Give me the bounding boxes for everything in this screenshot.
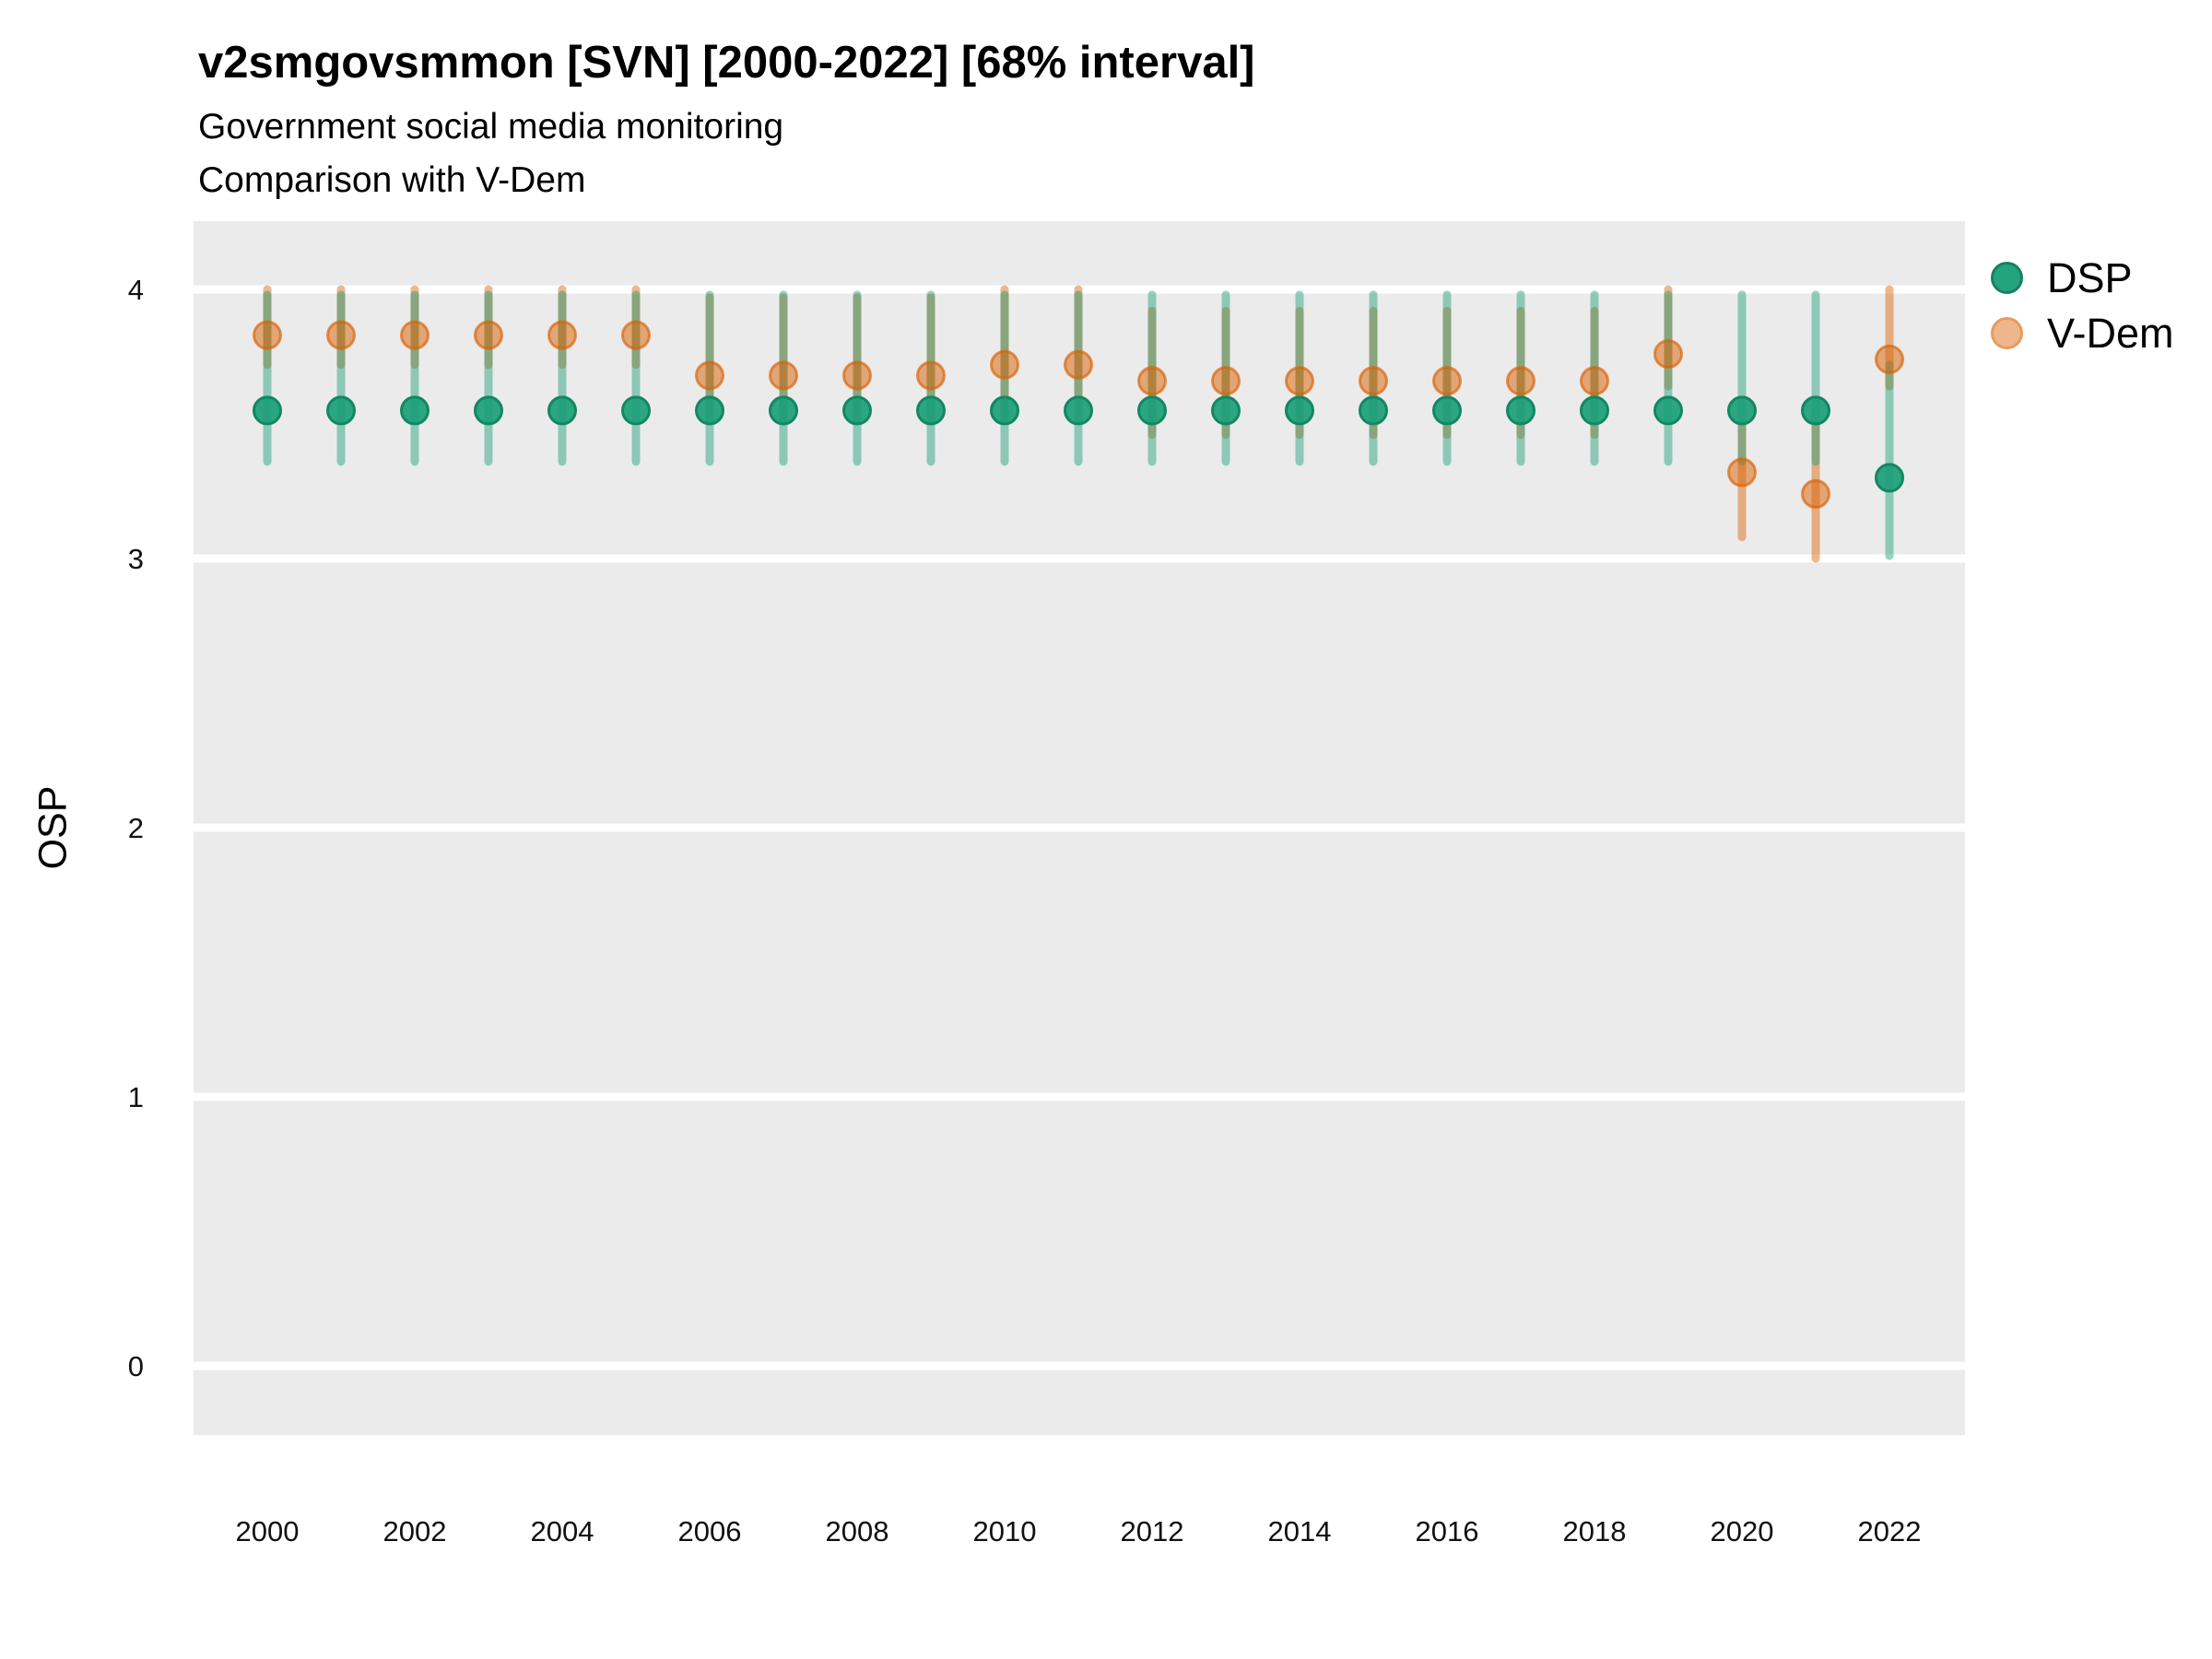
point-vdem-2005 xyxy=(621,320,651,350)
x-tick-label-2000: 2000 xyxy=(236,1515,300,1547)
point-vdem-2001 xyxy=(326,320,356,350)
point-vdem-2020 xyxy=(1727,457,1757,488)
vdem-legend-dot-icon xyxy=(1991,316,2023,349)
point-vdem-2018 xyxy=(1580,366,1609,396)
point-dsp-2020 xyxy=(1727,395,1757,426)
point-dsp-2012 xyxy=(1137,395,1167,426)
point-vdem-2003 xyxy=(474,320,503,350)
point-vdem-2022 xyxy=(1875,344,1904,374)
y-tick-label-3: 3 xyxy=(128,543,144,575)
point-dsp-2006 xyxy=(695,395,724,426)
point-dsp-2004 xyxy=(547,395,577,426)
point-vdem-2000 xyxy=(253,320,282,350)
y-tick-label-2: 2 xyxy=(128,812,144,844)
point-vdem-2017 xyxy=(1506,366,1535,396)
point-dsp-2002 xyxy=(400,395,429,426)
point-dsp-2017 xyxy=(1506,395,1535,426)
chart-subtitle-comparison: Comparison with V-Dem xyxy=(198,160,586,200)
point-vdem-2004 xyxy=(547,320,577,350)
point-dsp-2014 xyxy=(1285,395,1314,426)
x-tick-label-2014: 2014 xyxy=(1268,1515,1332,1547)
point-vdem-2013 xyxy=(1211,366,1241,396)
point-dsp-2008 xyxy=(842,395,872,426)
point-dsp-2011 xyxy=(1064,395,1093,426)
x-tick-label-2006: 2006 xyxy=(678,1515,742,1547)
y-tick-label-4: 4 xyxy=(128,274,144,306)
x-tick-label-2002: 2002 xyxy=(383,1515,447,1547)
legend-label-vdem: V-Dem xyxy=(2047,309,2174,357)
point-dsp-2005 xyxy=(621,395,651,426)
point-dsp-2021 xyxy=(1801,395,1830,426)
legend-item-dsp: DSP xyxy=(1991,254,2133,300)
x-tick-label-2008: 2008 xyxy=(826,1515,889,1547)
point-dsp-2001 xyxy=(326,395,356,426)
point-dsp-2013 xyxy=(1211,395,1241,426)
point-vdem-2002 xyxy=(400,320,429,350)
point-vdem-2019 xyxy=(1653,339,1683,370)
x-tick-label-2018: 2018 xyxy=(1563,1515,1627,1547)
point-dsp-2007 xyxy=(769,395,798,426)
point-vdem-2006 xyxy=(695,360,724,391)
point-vdem-2014 xyxy=(1285,366,1314,396)
x-tick-label-2004: 2004 xyxy=(531,1515,594,1547)
chart-subtitle: Government social media monitoring xyxy=(198,107,784,147)
point-dsp-2018 xyxy=(1580,395,1609,426)
point-dsp-2010 xyxy=(990,395,1019,426)
point-dsp-2019 xyxy=(1653,395,1683,426)
point-vdem-2008 xyxy=(842,360,872,391)
point-vdem-2021 xyxy=(1801,478,1830,509)
point-dsp-2009 xyxy=(916,395,946,426)
x-tick-label-2012: 2012 xyxy=(1121,1515,1184,1547)
legend-item-vdem: V-Dem xyxy=(1991,310,2174,356)
point-dsp-2003 xyxy=(474,395,503,426)
chart-title: v2smgovsmmon [SVN] [2000-2022] [68% inte… xyxy=(198,38,1255,88)
point-vdem-2007 xyxy=(769,360,798,391)
point-vdem-2011 xyxy=(1064,349,1093,380)
point-dsp-2000 xyxy=(253,395,282,426)
legend-label-dsp: DSP xyxy=(2047,253,2133,301)
point-dsp-2016 xyxy=(1432,395,1462,426)
point-dsp-2015 xyxy=(1359,395,1388,426)
point-dsp-2022 xyxy=(1875,463,1904,493)
x-tick-label-2010: 2010 xyxy=(973,1515,1037,1547)
point-vdem-2012 xyxy=(1137,366,1167,396)
x-tick-label-2020: 2020 xyxy=(1711,1515,1774,1547)
y-tick-label-1: 1 xyxy=(128,1081,144,1113)
point-vdem-2016 xyxy=(1432,366,1462,396)
dsp-legend-dot-icon xyxy=(1991,261,2023,294)
point-vdem-2015 xyxy=(1359,366,1388,396)
point-vdem-2009 xyxy=(916,360,946,391)
y-tick-label-0: 0 xyxy=(128,1350,144,1382)
x-tick-label-2022: 2022 xyxy=(1858,1515,1922,1547)
x-tick-label-2016: 2016 xyxy=(1416,1515,1479,1547)
point-vdem-2010 xyxy=(990,349,1019,380)
